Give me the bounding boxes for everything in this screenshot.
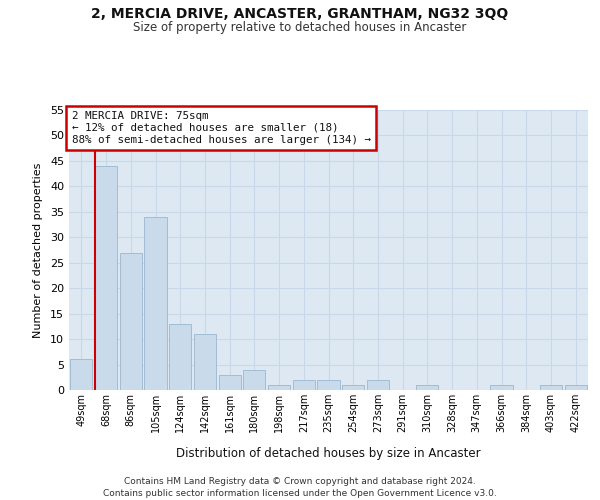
Y-axis label: Number of detached properties: Number of detached properties bbox=[33, 162, 43, 338]
Bar bbox=[490, 385, 512, 390]
Bar bbox=[540, 385, 562, 390]
Text: Size of property relative to detached houses in Ancaster: Size of property relative to detached ho… bbox=[133, 21, 467, 34]
Bar bbox=[342, 385, 364, 390]
Text: 2, MERCIA DRIVE, ANCASTER, GRANTHAM, NG32 3QQ: 2, MERCIA DRIVE, ANCASTER, GRANTHAM, NG3… bbox=[91, 8, 509, 22]
Bar bbox=[218, 374, 241, 390]
Bar bbox=[367, 380, 389, 390]
Text: 2 MERCIA DRIVE: 75sqm
← 12% of detached houses are smaller (18)
88% of semi-deta: 2 MERCIA DRIVE: 75sqm ← 12% of detached … bbox=[71, 112, 371, 144]
Bar bbox=[565, 385, 587, 390]
Bar bbox=[70, 360, 92, 390]
Bar bbox=[293, 380, 315, 390]
Text: Contains public sector information licensed under the Open Government Licence v3: Contains public sector information licen… bbox=[103, 489, 497, 498]
Bar bbox=[317, 380, 340, 390]
Text: Contains HM Land Registry data © Crown copyright and database right 2024.: Contains HM Land Registry data © Crown c… bbox=[124, 478, 476, 486]
Bar bbox=[416, 385, 439, 390]
Text: Distribution of detached houses by size in Ancaster: Distribution of detached houses by size … bbox=[176, 448, 481, 460]
Bar bbox=[243, 370, 265, 390]
Bar bbox=[119, 252, 142, 390]
Bar bbox=[95, 166, 117, 390]
Bar bbox=[145, 217, 167, 390]
Bar bbox=[169, 324, 191, 390]
Bar bbox=[194, 334, 216, 390]
Bar bbox=[268, 385, 290, 390]
